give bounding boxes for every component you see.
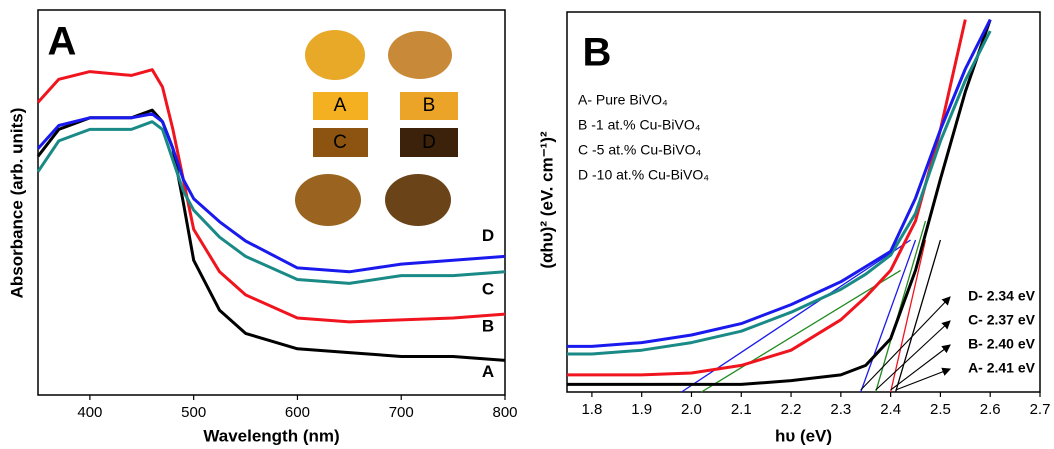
annotation: D- 2.34 eV	[968, 288, 1036, 304]
curve-label: C	[482, 279, 494, 298]
swatch-label: B	[423, 95, 436, 116]
y-axis-title: (αhυ)² (eV. cm⁻¹)²	[537, 131, 556, 269]
legend-entry: B -1 at.% Cu-BiVO₄	[578, 117, 701, 133]
x-axis-title: hυ (eV)	[775, 426, 832, 445]
swatch-label: A	[334, 95, 347, 116]
x-tick-label: 2.6	[980, 401, 1001, 418]
curve-label: B	[482, 317, 494, 336]
swatch-label: C	[333, 132, 347, 153]
annotation: B- 2.40 eV	[968, 336, 1036, 352]
x-tick-label: 1.8	[581, 401, 602, 418]
x-tick-label: 2.0	[681, 401, 702, 418]
annotation: C- 2.37 eV	[968, 312, 1036, 328]
x-tick-label: 1.9	[631, 401, 652, 418]
curve-label: D	[482, 226, 494, 245]
annotation: A- 2.41 eV	[968, 360, 1036, 376]
x-tick-label: 2.5	[930, 401, 951, 418]
annotation-arrow	[890, 344, 951, 391]
annotation-arrow	[875, 320, 951, 391]
tangent-line	[860, 239, 917, 393]
x-tick-label: 600	[285, 404, 310, 421]
series-line	[36, 68, 506, 324]
x-tick-label: 800	[492, 404, 517, 421]
curve-label: A	[482, 362, 494, 381]
tangent-line	[894, 239, 942, 393]
plot-frame	[566, 11, 1041, 393]
y-axis-title: Absorbance (arb. units)	[7, 108, 26, 299]
x-tick-label: 2.7	[1030, 401, 1051, 418]
plot-frame	[37, 9, 506, 396]
x-tick-label: 2.2	[781, 401, 802, 418]
tangent-line	[681, 239, 911, 393]
x-tick-label: 400	[77, 404, 102, 421]
swatch-label: D	[422, 132, 436, 153]
annotation-arrow	[895, 367, 952, 391]
tangent-line	[701, 269, 901, 393]
x-tick-label: 2.3	[830, 401, 851, 418]
series-line	[567, 30, 992, 356]
panel-label: A	[48, 20, 77, 64]
x-tick-label: 500	[181, 404, 206, 421]
series-line	[567, 19, 992, 386]
series-line	[36, 120, 506, 285]
panel-label: B	[583, 31, 612, 75]
x-axis-title: Wavelength (nm)	[203, 426, 339, 445]
x-tick-label: 2.1	[731, 401, 752, 418]
legend-entry: D -10 at.% Cu-BiVO₄	[578, 167, 709, 183]
tangent-line	[875, 220, 927, 393]
x-tick-label: 700	[389, 404, 414, 421]
legend-entry: A- Pure BiVO₄	[578, 92, 668, 108]
series-line	[36, 112, 506, 274]
tangent-line	[889, 239, 927, 393]
x-tick-label: 2.4	[880, 401, 901, 418]
legend-entry: C -5 at.% Cu-BiVO₄	[578, 142, 701, 158]
inset-photos	[295, 30, 458, 226]
annotation-arrow	[860, 296, 951, 391]
series-line	[567, 18, 992, 348]
